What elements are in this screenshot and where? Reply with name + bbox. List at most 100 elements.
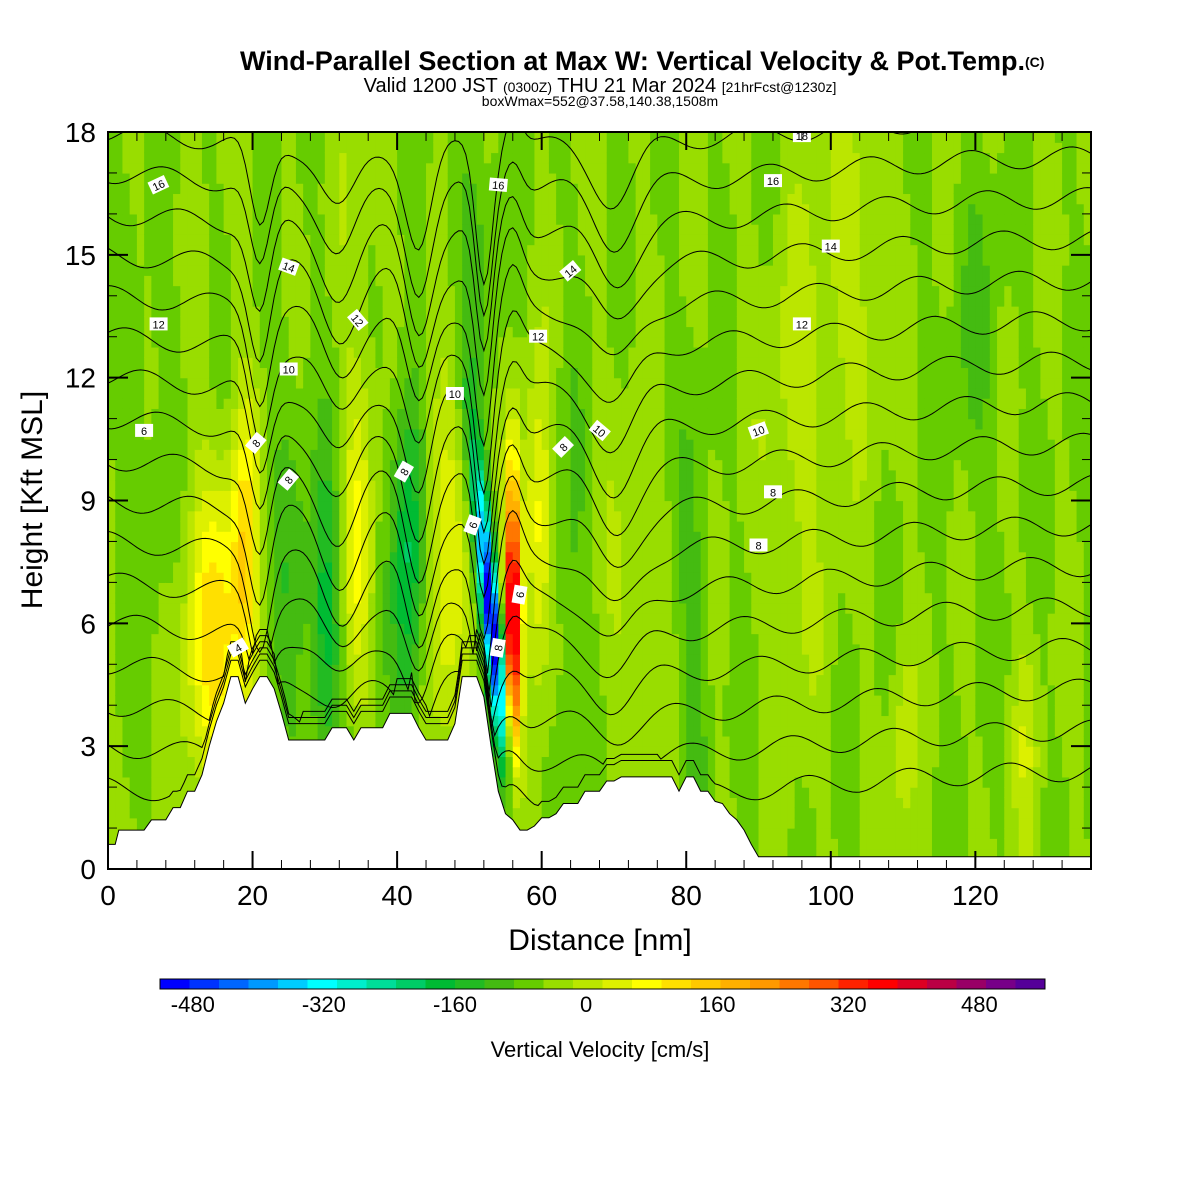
w-cell (303, 459, 311, 471)
w-cell (339, 643, 348, 655)
w-cell (187, 592, 196, 604)
w-cell (527, 725, 536, 737)
w-cell (259, 439, 268, 450)
w-cell (505, 510, 514, 522)
w-cell (173, 500, 181, 512)
w-cell (129, 613, 138, 624)
w-cell (339, 377, 348, 389)
w-cell (606, 694, 615, 706)
w-cell (541, 797, 550, 809)
w-cell (238, 510, 246, 522)
w-cell (570, 490, 579, 502)
w-cell (332, 623, 340, 635)
w-cell (346, 162, 355, 174)
w-cell (447, 664, 456, 676)
w-cell (433, 244, 442, 256)
w-cell (288, 326, 297, 338)
w-cell (252, 346, 261, 358)
w-cell (332, 551, 340, 563)
w-cell (433, 132, 442, 143)
w-cell (548, 623, 557, 635)
w-cell (592, 776, 601, 788)
w-cell (339, 295, 348, 307)
w-cell (346, 674, 355, 686)
w-cell (194, 418, 203, 430)
w-cell (541, 643, 550, 655)
w-cell (252, 387, 261, 399)
w-cell (577, 480, 586, 491)
w-cell (317, 449, 326, 461)
w-cell (527, 234, 536, 246)
w-cell (136, 572, 145, 583)
w-cell (447, 408, 456, 420)
w-cell (187, 275, 196, 287)
w-cell (187, 234, 196, 246)
w-cell (274, 377, 283, 389)
w-cell (151, 787, 160, 798)
w-cell (288, 224, 297, 235)
w-cell (505, 551, 514, 563)
w-cell (599, 306, 608, 317)
w-cell (592, 142, 601, 154)
w-cell (585, 592, 593, 604)
w-cell (541, 172, 550, 184)
w-cell (252, 572, 261, 583)
w-cell (389, 418, 398, 430)
w-cell (252, 244, 261, 256)
w-cell (346, 551, 355, 563)
w-cell (136, 336, 145, 348)
w-cell (173, 162, 181, 174)
w-cell (144, 654, 152, 665)
w-cell (129, 643, 138, 655)
w-cell (108, 725, 116, 737)
w-cell (491, 357, 499, 369)
w-cell (389, 244, 398, 256)
w-cell (165, 623, 174, 635)
w-cell (382, 418, 391, 430)
w-cell (295, 265, 304, 276)
w-cell (411, 295, 420, 307)
w-cell (165, 316, 174, 328)
w-cell (440, 142, 449, 154)
w-cell (136, 377, 145, 389)
w-cell (570, 735, 579, 747)
w-cell (505, 480, 514, 491)
w-cell (426, 265, 434, 276)
w-cell (288, 715, 297, 727)
w-cell (158, 561, 167, 573)
w-cell (527, 254, 536, 266)
w-cell (339, 480, 348, 491)
w-cell (245, 551, 254, 563)
w-cell (418, 439, 427, 450)
w-cell (303, 613, 311, 624)
w-cell (599, 357, 608, 369)
w-cell (230, 561, 239, 573)
w-cell (317, 275, 326, 287)
w-cell (469, 398, 478, 409)
w-cell (527, 132, 536, 143)
w-cell (194, 694, 203, 706)
w-cell (592, 172, 601, 184)
w-cell (317, 541, 326, 553)
w-cell (541, 592, 550, 604)
w-cell (389, 520, 398, 532)
w-cell (368, 224, 377, 235)
w-cell (136, 510, 145, 522)
w-cell (288, 674, 297, 686)
w-cell (324, 254, 333, 266)
w-cell (389, 326, 398, 338)
w-cell (440, 694, 449, 706)
w-cell (108, 490, 116, 502)
w-cell (267, 633, 275, 645)
w-cell (346, 418, 355, 430)
w-cell (158, 418, 167, 430)
w-cell (519, 531, 528, 543)
w-cell (194, 213, 203, 225)
w-cell (447, 193, 456, 205)
w-cell (360, 510, 369, 522)
w-cell (180, 152, 189, 164)
w-cell (498, 357, 507, 369)
w-cell (339, 633, 348, 645)
w-cell (129, 213, 138, 225)
w-cell (115, 408, 124, 420)
